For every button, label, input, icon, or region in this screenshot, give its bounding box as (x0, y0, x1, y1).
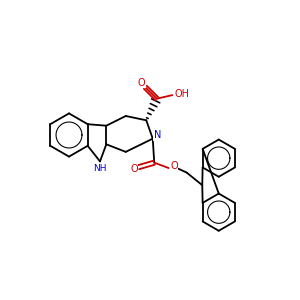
Text: NH: NH (93, 164, 107, 172)
Text: O: O (138, 78, 146, 88)
Text: O: O (130, 164, 138, 174)
Text: O: O (170, 161, 178, 171)
Text: OH: OH (175, 88, 190, 99)
Text: N: N (154, 130, 161, 140)
